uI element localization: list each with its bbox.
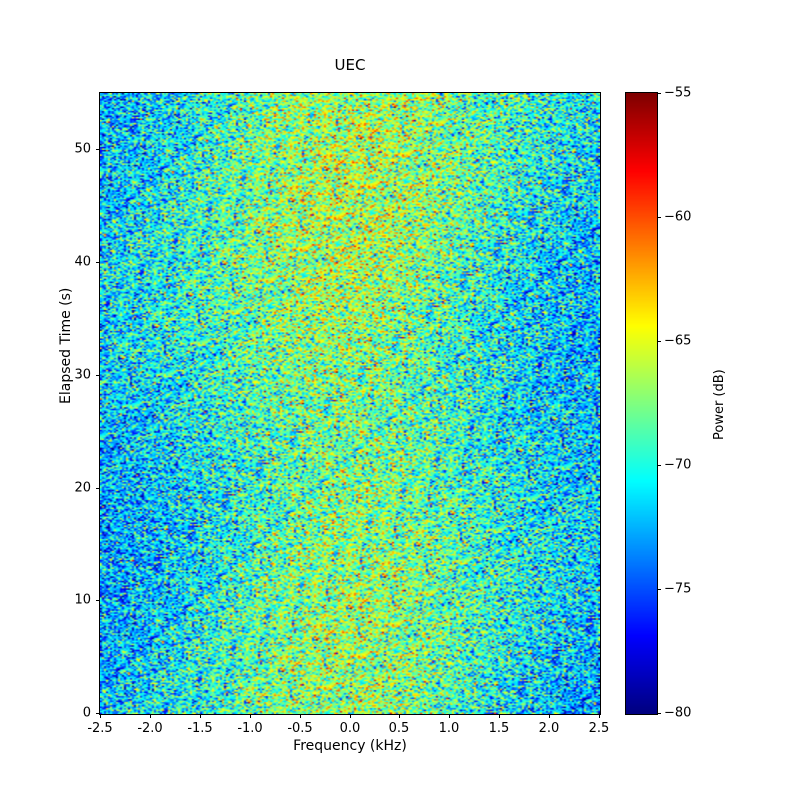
x-tick-4: [300, 714, 301, 718]
colorbar-tick-label-2: −70: [664, 457, 692, 473]
colorbar-tick-label-1: −75: [664, 581, 692, 597]
y-tick-3: [96, 375, 100, 376]
x-tick-label-3: -1.0: [237, 721, 263, 736]
colorbar-tick-3: [657, 341, 661, 342]
colorbar-tick-0: [657, 713, 661, 714]
x-tick-8: [499, 714, 500, 718]
plot-area: [99, 92, 601, 715]
colorbar-tick-4: [657, 217, 661, 218]
colorbar-tick-5: [657, 93, 661, 94]
y-tick-label-5: 50: [74, 141, 91, 157]
y-tick-label-0: 0: [82, 705, 91, 721]
colorbar-tick-label-3: −65: [664, 333, 692, 349]
x-tick-label-2: -1.5: [187, 721, 213, 736]
colorbar-tick-label-0: −80: [664, 705, 692, 721]
x-tick-6: [399, 714, 400, 718]
x-tick-label-9: 2.0: [538, 721, 560, 736]
x-tick-label-7: 1.0: [438, 721, 460, 736]
x-tick-5: [350, 714, 351, 718]
colorbar-gradient: [626, 93, 657, 714]
x-tick-label-10: 2.5: [588, 721, 610, 736]
y-tick-4: [96, 262, 100, 263]
colorbar-label: Power (dB): [712, 369, 727, 440]
x-tick-10: [599, 714, 600, 718]
x-tick-2: [200, 714, 201, 718]
y-tick-2: [96, 488, 100, 489]
x-tick-label-5: 0.0: [339, 721, 361, 736]
y-tick-1: [96, 600, 100, 601]
x-tick-label-1: -2.0: [137, 721, 163, 736]
x-tick-9: [549, 714, 550, 718]
y-tick-label-2: 20: [74, 480, 91, 496]
y-tick-5: [96, 149, 100, 150]
y-axis-label: Elapsed Time (s): [58, 287, 74, 404]
x-tick-label-4: -0.5: [287, 721, 313, 736]
y-tick-label-4: 40: [74, 254, 91, 270]
colorbar-tick-1: [657, 589, 661, 590]
x-tick-1: [150, 714, 151, 718]
colorbar-tick-2: [657, 465, 661, 466]
title-line-station: UEC: [334, 56, 366, 74]
x-tick-label-8: 1.5: [488, 721, 510, 736]
x-tick-7: [449, 714, 450, 718]
spectrogram-heatmap: [100, 93, 600, 714]
colorbar: [625, 92, 658, 715]
x-tick-0: [100, 714, 101, 718]
x-tick-label-0: -2.5: [87, 721, 113, 736]
x-axis-label: Frequency (kHz): [293, 738, 407, 754]
x-tick-3: [250, 714, 251, 718]
colorbar-tick-label-5: −55: [664, 85, 692, 101]
y-tick-label-1: 10: [74, 592, 91, 608]
y-tick-0: [96, 713, 100, 714]
y-tick-label-3: 30: [74, 367, 91, 383]
x-tick-label-6: 0.5: [388, 721, 410, 736]
colorbar-tick-label-4: −60: [664, 209, 692, 225]
